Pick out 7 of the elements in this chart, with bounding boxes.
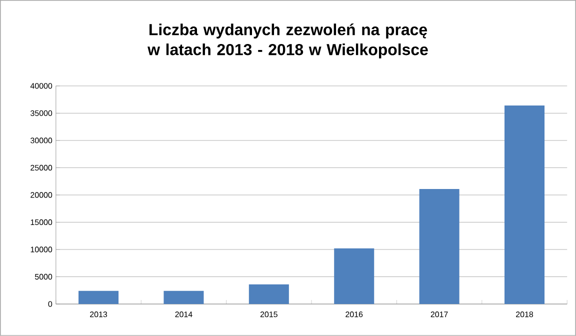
chart-title: Liczba wydanych zezwoleń na pracę w latach 2013 - 2018 w Wielkopolsce [148, 23, 428, 58]
bar [248, 284, 289, 304]
bar [164, 290, 204, 304]
bar [504, 106, 545, 304]
bar [78, 290, 119, 304]
bar [419, 189, 460, 304]
bar [334, 248, 374, 304]
